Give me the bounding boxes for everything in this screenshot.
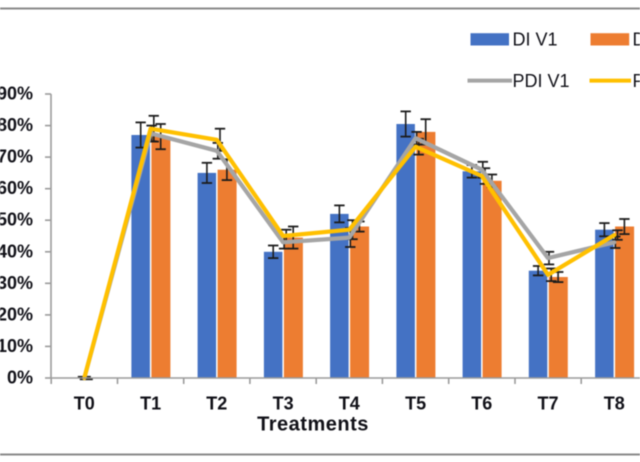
svg-text:60%: 60%	[0, 178, 33, 198]
svg-text:20%: 20%	[0, 304, 33, 324]
svg-text:PDI V2: PDI V2	[633, 71, 640, 91]
svg-text:40%: 40%	[0, 241, 33, 261]
svg-text:T5: T5	[405, 394, 426, 414]
svg-text:10%: 10%	[0, 336, 33, 356]
svg-text:90%: 90%	[0, 84, 33, 104]
svg-text:T0: T0	[74, 394, 95, 414]
svg-text:80%: 80%	[0, 115, 33, 135]
svg-text:T6: T6	[471, 394, 492, 414]
svg-text:PDI V1: PDI V1	[513, 71, 570, 91]
svg-text:T3: T3	[273, 394, 294, 414]
svg-text:0%: 0%	[7, 368, 33, 388]
svg-text:DI V1: DI V1	[513, 29, 558, 49]
svg-text:T1: T1	[140, 394, 161, 414]
svg-text:70%: 70%	[0, 147, 33, 167]
svg-text:T7: T7	[537, 394, 558, 414]
svg-text:Treatments: Treatments	[257, 414, 369, 436]
svg-text:50%: 50%	[0, 210, 33, 230]
svg-text:30%: 30%	[0, 273, 33, 293]
svg-text:T4: T4	[339, 394, 360, 414]
svg-text:T8: T8	[604, 394, 625, 414]
svg-text:DI V2: DI V2	[633, 29, 640, 49]
svg-text:T2: T2	[206, 394, 227, 414]
